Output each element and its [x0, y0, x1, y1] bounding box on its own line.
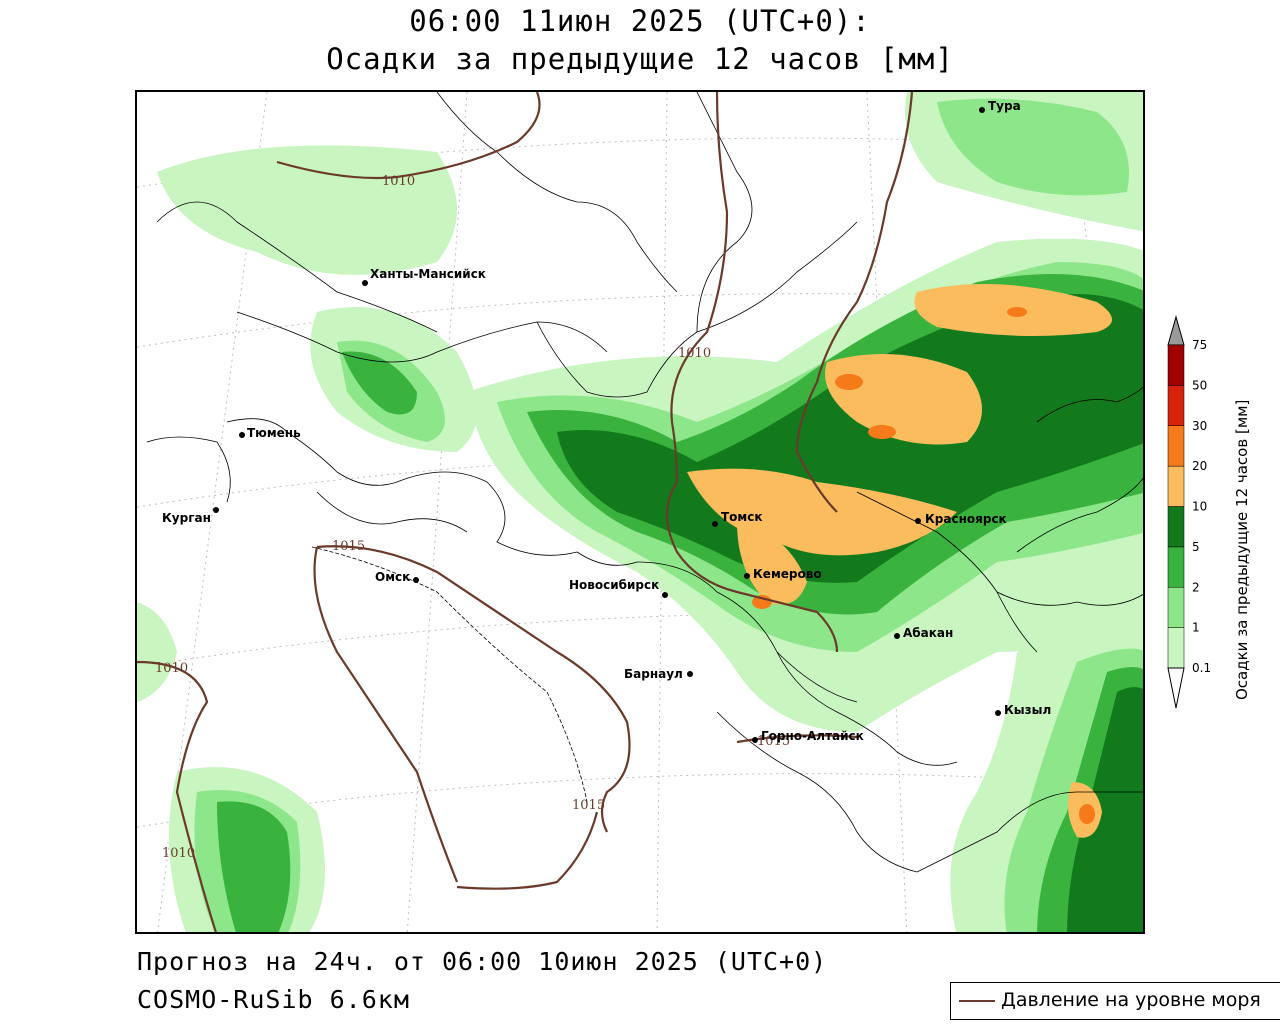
model-name: COSMO-RuSib 6.6км	[137, 985, 410, 1014]
forecast-info: Прогноз на 24ч. от 06:00 10июн 2025 (UTC…	[137, 947, 828, 976]
isobar-legend-swatch	[959, 1000, 995, 1002]
city-markers: Тура Ханты-Мансийск Тюмень Курган Омск Н…	[162, 99, 1051, 743]
colorbar-underflow-arrow	[1167, 667, 1185, 709]
city-marker-gorno-altaysk	[752, 737, 758, 743]
city-label-kyzyl: Кызыл	[1004, 703, 1051, 717]
isobar-legend: Давление на уровне моря	[950, 982, 1280, 1020]
city-marker-omsk	[413, 577, 419, 583]
colorbar-tick-label: 1	[1192, 621, 1200, 635]
colorbar-tick-label: 50	[1192, 378, 1207, 392]
city-marker-barnaul	[687, 671, 693, 677]
city-marker-khanty-mansiysk	[362, 280, 368, 286]
city-label-kemerovo: Кемерово	[753, 567, 822, 581]
city-marker-tura	[979, 107, 985, 113]
city-label-tyumen: Тюмень	[247, 426, 301, 440]
isobar-label: 1015	[572, 798, 605, 813]
isobar-label: 1010	[162, 846, 195, 861]
city-marker-tomsk	[712, 521, 718, 527]
colorbar-labels: 0.1 1 2 5 10 20 30 50 75	[1192, 338, 1211, 675]
isobar-label: 1010	[155, 661, 188, 676]
colorbar-tick-label: 5	[1192, 540, 1200, 554]
city-marker-kurgan	[213, 507, 219, 513]
colorbar-title: Осадки за предыдущие 12 часов [мм]	[1233, 400, 1251, 700]
colorbar-segment	[1167, 627, 1185, 669]
city-marker-abakan	[894, 633, 900, 639]
city-label-tura: Тура	[988, 99, 1021, 113]
colorbar-segment	[1167, 546, 1185, 588]
precip-colorbar: 0.1 1 2 5 10 20 30 50 75	[1167, 315, 1211, 709]
precip-5-10mm	[557, 294, 1143, 932]
isobar-labels: 1010 1010 1015 1010 1010 1015 1015	[155, 174, 790, 861]
colorbar-segments	[1167, 344, 1185, 669]
kz-border	[311, 546, 588, 803]
colorbar-segment	[1167, 344, 1185, 386]
map-title-variable: Осадки за предыдущие 12 часов [мм]	[326, 42, 954, 76]
map-title-time: 06:00 11июн 2025 (UTC+0):	[409, 4, 871, 38]
colorbar-overflow-arrow	[1167, 315, 1185, 346]
precip-20-30mm	[752, 307, 1095, 824]
city-label-tomsk: Томск	[721, 510, 763, 524]
city-marker-krasnoyarsk	[915, 518, 921, 524]
city-label-kurgan: Курган	[162, 511, 211, 525]
svg-text:Осадки за предыдущие 12 часов: Осадки за предыдущие 12 часов [мм]	[1233, 400, 1251, 700]
city-label-krasnoyarsk: Красноярск	[925, 512, 1007, 526]
map-canvas: 1010 1010 1015 1010 1010 1015 1015 Тура …	[137, 92, 1143, 932]
isobar-label: 1010	[678, 346, 711, 361]
colorbar-tick-label: 0.1	[1192, 661, 1211, 675]
precipitation-map: 1010 1010 1015 1010 1010 1015 1015 Тура …	[135, 90, 1145, 934]
colorbar-segment	[1167, 425, 1185, 467]
city-label-omsk: Омск	[375, 570, 410, 584]
colorbar-segment	[1167, 465, 1185, 507]
admin-borders	[146, 92, 1143, 873]
colorbar-tick-label: 2	[1192, 580, 1200, 594]
isobar-label: 1010	[382, 174, 415, 189]
isobar-label: 1015	[757, 734, 790, 749]
colorbar-segment	[1167, 587, 1185, 628]
city-marker-tyumen	[239, 432, 245, 438]
colorbar-segment	[1167, 385, 1185, 426]
colorbar-tick-label: 20	[1192, 459, 1207, 473]
city-label-novosibirsk: Новосибирск	[569, 578, 659, 592]
city-label-khanty-mansiysk: Ханты-Мансийск	[370, 267, 486, 281]
colorbar-segment	[1167, 506, 1185, 548]
isobars	[137, 92, 914, 932]
colorbar-tick-label: 10	[1192, 500, 1207, 514]
city-marker-novosibirsk	[662, 592, 668, 598]
city-label-abakan: Абакан	[903, 626, 953, 640]
colorbar-tick-label: 30	[1192, 419, 1207, 433]
precip-10-20mm	[687, 284, 1112, 838]
city-marker-kyzyl	[995, 710, 1001, 716]
isobar-legend-label: Давление на уровне моря	[1001, 989, 1261, 1011]
city-marker-kemerovo	[744, 573, 750, 579]
city-label-gorno-altaysk: Горно-Алтайск	[761, 729, 864, 743]
city-label-barnaul: Барнаул	[624, 667, 683, 681]
isobar-label: 1015	[332, 539, 365, 554]
colorbar-tick-label: 75	[1192, 338, 1207, 352]
